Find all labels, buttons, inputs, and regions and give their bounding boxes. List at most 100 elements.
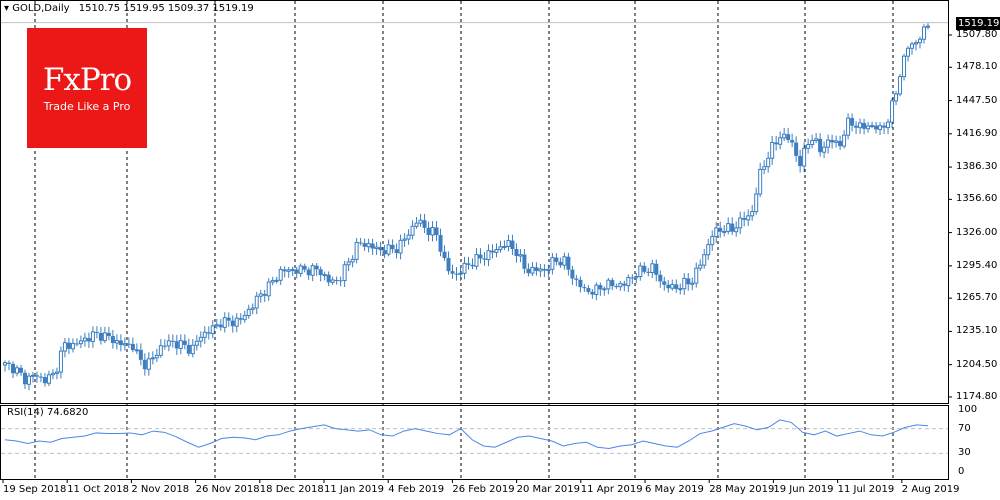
candle-bullish	[678, 288, 683, 291]
candle-bullish	[3, 362, 7, 366]
candle-bearish	[22, 372, 27, 385]
date-axis-label: 20 Mar 2019	[516, 484, 580, 495]
date-axis-label: 18 Dec 2018	[259, 484, 324, 495]
candle-bearish	[466, 263, 471, 265]
price-axis-label: 1416.90	[956, 127, 998, 139]
candle-bearish	[450, 271, 455, 274]
candle-bearish	[830, 140, 835, 143]
candle-bullish	[430, 227, 435, 236]
candle-bearish	[794, 142, 799, 156]
candle-bullish	[926, 25, 930, 28]
candle-bearish	[94, 331, 99, 333]
rsi-axis-label: 70	[958, 422, 971, 434]
candle-bearish	[306, 269, 311, 276]
candle-bullish	[178, 340, 183, 349]
date-axis-label: 26 Feb 2019	[452, 484, 515, 495]
candle-bearish	[526, 268, 531, 274]
candle-bullish	[346, 261, 351, 266]
candle-bearish	[614, 286, 619, 288]
candle-bullish	[350, 258, 355, 263]
candle-bearish	[138, 349, 143, 360]
candle-bearish	[874, 125, 879, 130]
candle-bearish	[382, 250, 387, 255]
candle-bullish	[498, 246, 503, 251]
candle-bearish	[282, 269, 287, 272]
price-axis-label: 1326.00	[956, 226, 998, 238]
rsi-axis-label: 30	[958, 447, 971, 459]
candle-bullish	[266, 281, 271, 297]
price-axis-label: 1204.50	[956, 358, 998, 370]
candle-bullish	[414, 222, 419, 227]
candle-bearish	[362, 243, 367, 247]
rsi-label: RSI(14) 74.6820	[7, 407, 89, 418]
candle-bearish	[226, 317, 231, 321]
candle-bullish	[30, 374, 35, 377]
candle-bearish	[126, 343, 131, 345]
candle-bearish	[786, 134, 791, 141]
candle-bullish	[634, 276, 639, 279]
candle-bearish	[106, 332, 111, 337]
candle-bearish	[38, 376, 43, 378]
candle-bullish	[342, 264, 347, 282]
candle-bullish	[814, 138, 819, 141]
price-axis-label: 1386.30	[956, 161, 998, 173]
candle-bullish	[242, 315, 247, 321]
candle-bullish	[270, 280, 275, 283]
price-axis-label: 1235.10	[956, 325, 998, 337]
candle-bullish	[894, 93, 899, 102]
candle-bullish	[410, 225, 415, 236]
candle-bullish	[398, 239, 403, 254]
candle-bearish	[34, 375, 39, 377]
logo-tagline: Trade Like a Pro	[43, 100, 131, 113]
close-value: 1519.19	[212, 3, 254, 14]
candle-bullish	[618, 283, 623, 288]
candle-bearish	[186, 344, 191, 354]
candle-bearish	[334, 279, 339, 281]
candle-bullish	[778, 137, 783, 145]
candle-bullish	[670, 283, 675, 289]
candle-bearish	[630, 277, 635, 279]
candle-bearish	[666, 284, 671, 289]
candle-bullish	[214, 324, 219, 327]
candle-bullish	[822, 146, 827, 153]
candle-bearish	[238, 318, 243, 320]
candle-bearish	[582, 287, 587, 289]
candle-bearish	[622, 283, 627, 286]
candle-bullish	[158, 345, 163, 356]
dropdown-triangle-icon[interactable]: ▾	[4, 3, 10, 14]
candle-bearish	[318, 269, 323, 276]
candle-bullish	[858, 122, 863, 129]
candle-bullish	[866, 125, 871, 130]
candle-bullish	[846, 117, 851, 136]
candle-bullish	[78, 340, 83, 345]
date-axis-label: 11 Oct 2018	[67, 484, 130, 495]
candle-bearish	[454, 273, 459, 275]
candle-bearish	[10, 363, 15, 374]
candle-bearish	[850, 118, 855, 126]
candle-bullish	[166, 340, 171, 347]
candle-bullish	[914, 42, 919, 45]
candle-bearish	[394, 249, 399, 254]
candle-bullish	[602, 288, 607, 291]
candle-bullish	[726, 223, 731, 232]
candle-bearish	[370, 243, 375, 249]
candle-bullish	[650, 263, 655, 273]
candle-bearish	[66, 342, 71, 349]
candle-bullish	[354, 241, 359, 260]
date-axis-label: 19 Jun 2019	[773, 484, 834, 495]
candle-bearish	[262, 293, 267, 296]
candle-bearish	[742, 218, 747, 220]
candle-bearish	[658, 274, 663, 282]
price-axis-label: 1295.40	[956, 259, 998, 271]
date-axis-label: 6 May 2019	[645, 484, 704, 495]
candle-bullish	[462, 262, 467, 274]
date-axis-label: 11 Jan 2019	[324, 484, 384, 495]
chart-header: ▾ GOLD,Daily 1510.75 1519.95 1509.37 151…	[4, 3, 254, 14]
candle-bullish	[386, 244, 391, 255]
candle-bullish	[698, 264, 703, 269]
date-axis-label: 26 Nov 2018	[195, 484, 260, 495]
candle-bullish	[502, 245, 507, 248]
candle-bullish	[254, 295, 259, 309]
symbol-label: GOLD,Daily	[12, 3, 70, 14]
